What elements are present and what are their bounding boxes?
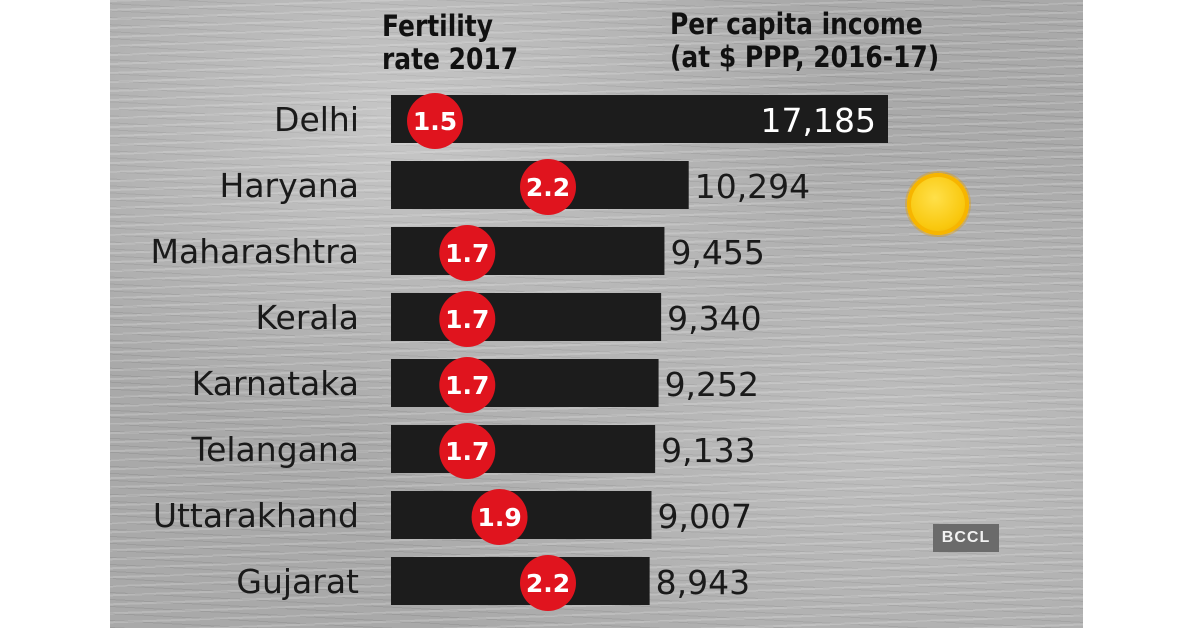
income-value-haryana: 10,294 xyxy=(695,167,810,206)
income-bar-maharashtra xyxy=(391,227,665,275)
income-bar-telangana xyxy=(391,425,656,473)
fertility-value-uttarakhand: 1.9 xyxy=(477,503,521,532)
state-label-kerala: Kerala xyxy=(256,298,359,337)
income-bar-kerala xyxy=(391,293,662,341)
fertility-value-haryana: 2.2 xyxy=(526,173,570,202)
state-label-gujarat: Gujarat xyxy=(236,562,359,601)
income-value-karnataka: 9,252 xyxy=(665,365,759,404)
fertility-bubble-maharashtra xyxy=(439,225,496,281)
fertility-header: Fertility rate 2017 xyxy=(382,10,518,76)
state-label-karnataka: Karnataka xyxy=(192,364,359,403)
income-value-uttarakhand: 9,007 xyxy=(657,497,751,536)
income-value-telangana: 9,133 xyxy=(661,431,755,470)
bar-chart: Delhi 17,185 1.5 Haryana 10,294 2.2 Maharashtr… xyxy=(151,93,888,611)
income-value-kerala: 9,340 xyxy=(667,299,761,338)
fertility-bubble-kerala xyxy=(439,291,496,347)
coin-icon xyxy=(907,173,969,235)
income-value-maharashtra: 9,455 xyxy=(670,233,764,272)
fertility-header-line1: Fertility xyxy=(382,9,493,43)
income-header-line1: Per capita income xyxy=(670,7,923,41)
income-bar-delhi xyxy=(391,95,888,143)
state-label-maharashtra: Maharashtra xyxy=(151,232,359,271)
fertility-bubble-delhi xyxy=(407,93,463,149)
fertility-bubble-telangana xyxy=(439,423,496,479)
income-header: Per capita income (at $ PPP, 2016-17) xyxy=(670,8,939,74)
fertility-value-gujarat: 2.2 xyxy=(526,569,570,598)
fertility-bubble-uttarakhand xyxy=(471,489,528,545)
state-label-haryana: Haryana xyxy=(220,166,360,205)
income-value-gujarat: 8,943 xyxy=(656,563,750,602)
fertility-value-kerala: 1.7 xyxy=(445,305,489,334)
fertility-header-line2: rate 2017 xyxy=(382,42,519,76)
state-label-telangana: Telangana xyxy=(191,430,359,469)
income-bar-karnataka xyxy=(391,359,659,407)
chart-panel: Fertility rate 2017 Per capita income (a… xyxy=(110,0,1083,628)
fertility-value-telangana: 1.7 xyxy=(445,437,489,466)
income-value-delhi: 17,185 xyxy=(761,101,876,140)
fertility-value-maharashtra: 1.7 xyxy=(445,239,489,268)
fertility-bubble-gujarat xyxy=(520,555,576,611)
state-label-uttarakhand: Uttarakhand xyxy=(153,496,359,535)
state-label-delhi: Delhi xyxy=(274,100,359,139)
income-header-line2: (at $ PPP, 2016-17) xyxy=(670,40,940,74)
fertility-value-delhi: 1.5 xyxy=(413,107,457,136)
fertility-bubble-karnataka xyxy=(439,357,496,413)
fertility-value-karnataka: 1.7 xyxy=(445,371,489,400)
fertility-bubble-haryana xyxy=(520,159,576,215)
bccl-watermark: BCCL xyxy=(933,524,999,552)
